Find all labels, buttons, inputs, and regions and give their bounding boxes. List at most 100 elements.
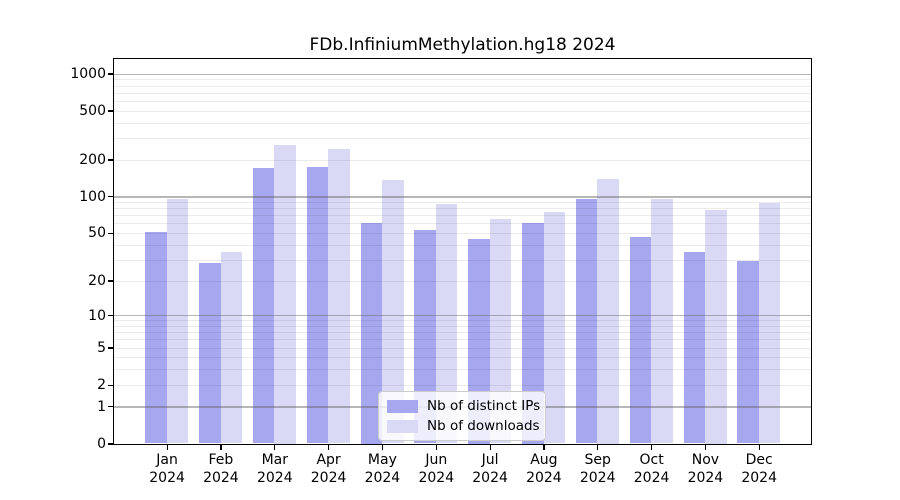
legend-swatch-distinct-ips bbox=[387, 399, 418, 413]
y-tick-label-2: 2 bbox=[97, 377, 106, 394]
x-tick-mark bbox=[328, 445, 330, 450]
bar-downloads-apr bbox=[328, 148, 350, 444]
bar-downloads-jun bbox=[435, 203, 458, 444]
x-tick-label-nov: Nov 2024 bbox=[665, 452, 745, 487]
y-tick-mark bbox=[108, 73, 113, 75]
gridline-minor bbox=[114, 159, 811, 161]
y-tick-mark bbox=[108, 314, 113, 317]
x-tick-year: 2024 bbox=[741, 469, 777, 486]
x-tick-mark bbox=[381, 445, 384, 450]
bar-downloads-dec bbox=[758, 203, 781, 444]
x-tick-year: 2024 bbox=[149, 469, 185, 486]
bar-downloads-feb bbox=[220, 251, 242, 444]
bar-downloads-oct bbox=[651, 199, 673, 444]
bar-distinct-ips-apr bbox=[306, 166, 329, 444]
x-tick-label-oct: Oct 2024 bbox=[612, 452, 692, 487]
legend-label-downloads: Nb of downloads bbox=[427, 418, 540, 434]
x-tick-year: 2024 bbox=[310, 469, 347, 486]
bar-distinct-ips-sep bbox=[575, 199, 598, 444]
x-tick-year: 2024 bbox=[418, 469, 455, 486]
x-tick-month: Aug bbox=[530, 452, 558, 468]
x-tick-label-mar: Mar 2024 bbox=[235, 452, 315, 487]
x-tick-month: Jun bbox=[425, 452, 448, 468]
x-tick-year: 2024 bbox=[579, 469, 616, 486]
x-tick-mark bbox=[651, 445, 653, 450]
gridline-minor bbox=[114, 110, 811, 112]
y-tick-mark bbox=[108, 280, 113, 282]
y-tick-label-100: 100 bbox=[79, 188, 106, 205]
y-tick-mark bbox=[108, 196, 113, 198]
x-tick-year: 2024 bbox=[526, 469, 562, 486]
bar-distinct-ips-jun bbox=[414, 229, 436, 444]
y-tick-label-200: 200 bbox=[79, 151, 106, 168]
x-tick-year: 2024 bbox=[472, 469, 508, 486]
x-tick-month: Nov bbox=[691, 452, 720, 468]
x-tick-month: Jan bbox=[156, 452, 178, 468]
y-tick-label-10: 10 bbox=[88, 307, 106, 324]
y-tick-mark bbox=[108, 159, 113, 161]
chart-title: FDb.InfiniumMethylation.hg18 2024 bbox=[309, 35, 616, 55]
y-tick-label-5: 5 bbox=[97, 340, 106, 356]
plot-area: Nb of distinct IPs Nb of downloads bbox=[113, 58, 812, 445]
x-tick-month: May bbox=[367, 452, 397, 468]
y-tick-label-500: 500 bbox=[79, 103, 106, 119]
gridline-minor bbox=[114, 92, 811, 94]
bar-downloads-aug bbox=[543, 211, 565, 444]
x-tick-month: Mar bbox=[261, 452, 288, 468]
bar-distinct-ips-jan bbox=[145, 231, 167, 444]
y-tick-label-50: 50 bbox=[88, 225, 106, 242]
y-tick-mark bbox=[108, 384, 113, 386]
gridline-minor bbox=[114, 85, 811, 87]
x-tick-label-jan: Jan 2024 bbox=[127, 452, 207, 487]
x-tick-month: Dec bbox=[745, 452, 773, 468]
y-tick-label-1: 1 bbox=[97, 398, 106, 415]
gridline-minor bbox=[114, 122, 811, 124]
y-tick-label-1000: 1000 bbox=[70, 65, 106, 82]
bar-downloads-may bbox=[382, 180, 404, 444]
y-tick-mark bbox=[108, 406, 113, 408]
x-tick-year: 2024 bbox=[687, 469, 724, 486]
x-tick-label-jun: Jun 2024 bbox=[396, 452, 476, 487]
x-tick-mark bbox=[489, 445, 491, 450]
bar-distinct-ips-oct bbox=[629, 237, 652, 444]
x-tick-label-may: May 2024 bbox=[342, 452, 422, 487]
bar-distinct-ips-aug bbox=[522, 222, 544, 444]
gridline-minor bbox=[114, 137, 811, 139]
x-tick-year: 2024 bbox=[203, 469, 239, 486]
x-tick-month: Oct bbox=[639, 452, 664, 468]
legend-swatch-downloads bbox=[387, 419, 418, 433]
bar-downloads-mar bbox=[274, 144, 296, 444]
x-tick-year: 2024 bbox=[364, 469, 401, 486]
bar-downloads-sep bbox=[597, 178, 619, 444]
bar-distinct-ips-feb bbox=[199, 263, 221, 444]
x-tick-label-feb: Feb 2024 bbox=[181, 452, 261, 487]
bar-distinct-ips-dec bbox=[737, 261, 759, 444]
x-tick-month: Feb bbox=[208, 452, 234, 468]
x-tick-month: Sep bbox=[584, 452, 611, 468]
bar-distinct-ips-nov bbox=[683, 251, 705, 444]
x-tick-month: Apr bbox=[316, 452, 341, 468]
x-tick-mark bbox=[758, 445, 760, 450]
x-tick-mark bbox=[435, 445, 437, 450]
gridline-major bbox=[114, 73, 811, 75]
x-tick-year: 2024 bbox=[256, 469, 293, 486]
legend-item-distinct-ips: Nb of distinct IPs bbox=[387, 398, 540, 414]
bar-downloads-nov bbox=[705, 209, 727, 444]
y-tick-mark bbox=[108, 110, 113, 112]
y-tick-mark bbox=[108, 443, 113, 445]
x-tick-year: 2024 bbox=[633, 469, 670, 486]
bar-distinct-ips-mar bbox=[252, 168, 275, 444]
x-tick-label-apr: Apr 2024 bbox=[289, 452, 369, 487]
y-tick-mark bbox=[108, 347, 113, 349]
x-tick-mark bbox=[166, 445, 168, 450]
bar-downloads-jul bbox=[489, 219, 512, 444]
x-tick-label-jul: Jul 2024 bbox=[450, 452, 530, 487]
gridline-minor bbox=[114, 79, 811, 81]
legend: Nb of distinct IPs Nb of downloads bbox=[378, 391, 546, 441]
x-tick-mark bbox=[220, 445, 222, 450]
legend-item-downloads: Nb of downloads bbox=[387, 418, 540, 434]
gridline-major bbox=[114, 196, 811, 198]
y-tick-label-20: 20 bbox=[88, 272, 106, 289]
y-tick-mark bbox=[108, 232, 113, 235]
x-tick-label-dec: Dec 2024 bbox=[719, 452, 799, 487]
